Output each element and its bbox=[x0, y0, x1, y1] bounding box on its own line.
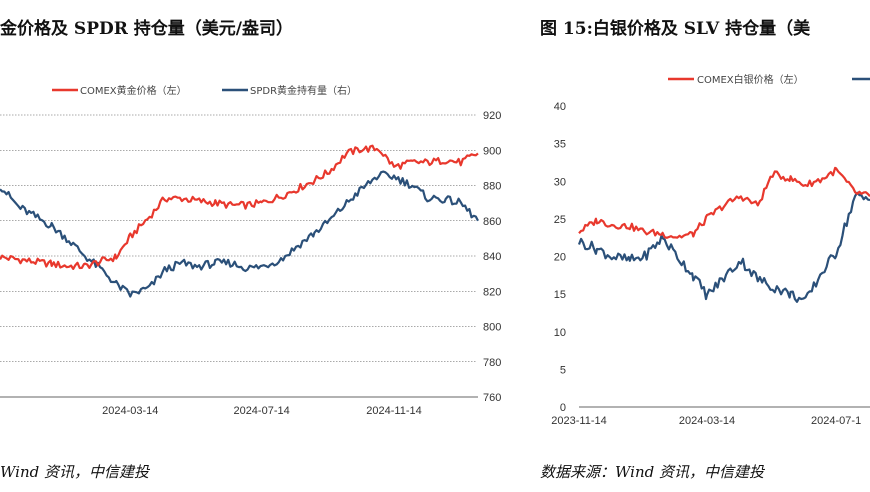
y-right-tick-label: 840 bbox=[483, 251, 501, 263]
series-line-slv bbox=[577, 191, 870, 303]
x-tick-label: 2024-07-1 bbox=[811, 415, 861, 427]
x-tick-label: 2024-11-14 bbox=[366, 405, 421, 417]
y-left-tick-label: 20 bbox=[554, 252, 566, 264]
y-left-tick-label: 30 bbox=[554, 176, 566, 188]
legend-label-spdr: SPDR黄金持有量（右） bbox=[250, 84, 357, 97]
y-right-tick-label: 920 bbox=[483, 110, 501, 122]
left-chart-title: 金价格及 SPDR 持仓量（美元/盎司） bbox=[0, 19, 293, 39]
y-right-tick-label: 800 bbox=[483, 322, 501, 334]
x-tick-label: 2024-03-14 bbox=[102, 405, 158, 417]
y-left-tick-label: 25 bbox=[554, 214, 566, 226]
legend-label-gold: COMEX黄金价格（左） bbox=[80, 84, 187, 97]
y-left-tick-label: 40 bbox=[554, 101, 566, 113]
y-right-tick-label: 860 bbox=[483, 216, 501, 228]
right-chart: 0 5 10 15 20 25 30 35 40 2023-11-14 2024-03-14 2024… bbox=[551, 73, 870, 427]
y-right-tick-label: 780 bbox=[483, 357, 501, 369]
y-left-tick-label: 35 bbox=[554, 139, 566, 151]
x-tick-label: 2023-11-14 bbox=[551, 415, 606, 427]
x-tick-label: 2024-03-14 bbox=[679, 415, 735, 427]
series-line-gold bbox=[0, 144, 479, 270]
y-left-tick-label: 10 bbox=[554, 327, 566, 339]
y-right-tick-label: 900 bbox=[483, 145, 501, 157]
y-left-tick-label: 0 bbox=[560, 402, 566, 414]
y-right-tick-label: 760 bbox=[483, 392, 501, 404]
y-left-tick-label: 5 bbox=[560, 364, 566, 376]
y-left-tick-label: 15 bbox=[554, 289, 566, 301]
series-line-silver bbox=[578, 166, 870, 239]
x-tick-label: 2024-07-14 bbox=[233, 405, 289, 417]
y-right-tick-label: 880 bbox=[483, 181, 501, 193]
left-chart: 760 780 800 820 840 860 880 900 920 2024-03-14 202… bbox=[0, 84, 501, 417]
legend-label-silver: COMEX白银价格（左） bbox=[697, 73, 804, 86]
right-chart-title: 图 15:白银价格及 SLV 持仓量（美 bbox=[540, 19, 811, 39]
right-chart-source: 数据来源：Wind 资讯，中信建投 bbox=[540, 463, 764, 481]
left-chart-source: Wind 资讯，中信建投 bbox=[0, 463, 149, 481]
series-line-spdr bbox=[0, 170, 479, 298]
y-right-tick-label: 820 bbox=[483, 286, 501, 298]
